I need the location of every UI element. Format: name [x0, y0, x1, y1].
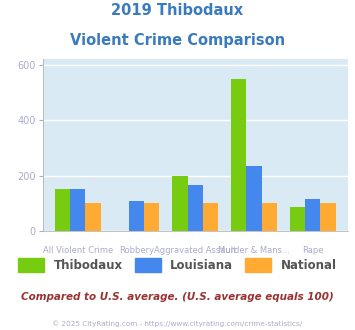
Bar: [290, 208, 305, 231]
Bar: [188, 185, 203, 231]
Bar: [246, 166, 262, 231]
Text: Robbery: Robbery: [119, 246, 154, 255]
Bar: [262, 203, 277, 231]
Legend: Thibodaux, Louisiana, National: Thibodaux, Louisiana, National: [18, 258, 337, 272]
Bar: [320, 203, 335, 231]
Text: All Violent Crime: All Violent Crime: [43, 246, 113, 255]
Bar: [129, 201, 144, 231]
Text: Violent Crime Comparison: Violent Crime Comparison: [70, 33, 285, 48]
Bar: [203, 203, 218, 231]
Bar: [144, 203, 159, 231]
Bar: [173, 176, 188, 231]
Text: © 2025 CityRating.com - https://www.cityrating.com/crime-statistics/: © 2025 CityRating.com - https://www.city…: [53, 321, 302, 327]
Text: Murder & Mans...: Murder & Mans...: [218, 246, 290, 255]
Text: 2019 Thibodaux: 2019 Thibodaux: [111, 3, 244, 18]
Bar: [86, 203, 101, 231]
Bar: [55, 189, 70, 231]
Text: Compared to U.S. average. (U.S. average equals 100): Compared to U.S. average. (U.S. average …: [21, 292, 334, 302]
Bar: [231, 79, 246, 231]
Text: Aggravated Assault: Aggravated Assault: [154, 246, 236, 255]
Bar: [70, 189, 86, 231]
Bar: [305, 199, 320, 231]
Text: Rape: Rape: [302, 246, 323, 255]
